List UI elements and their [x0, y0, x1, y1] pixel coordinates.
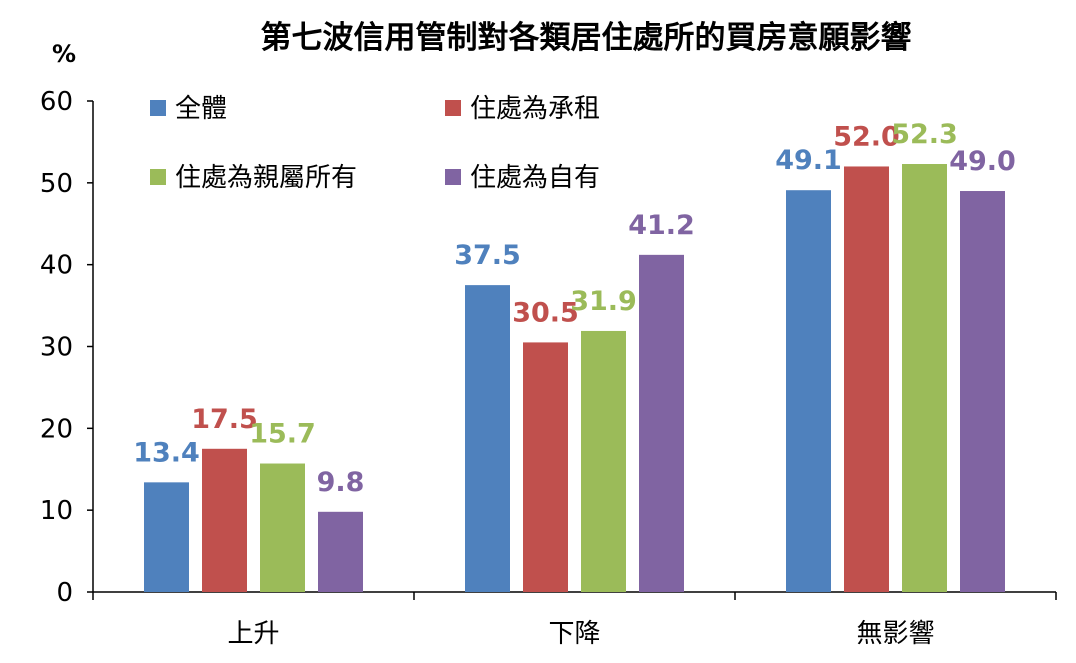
data-label: 52.3 [891, 119, 958, 150]
y-tick-label: 10 [40, 496, 73, 526]
data-label: 17.5 [191, 404, 258, 435]
x-tick-label: 上升 [227, 619, 279, 649]
bar [465, 285, 510, 592]
bar [581, 330, 626, 592]
y-tick-label: 30 [40, 333, 73, 363]
data-label: 37.5 [454, 240, 521, 271]
bar [202, 448, 247, 592]
bar [902, 164, 947, 593]
legend-swatch [150, 100, 166, 116]
y-tick-label: 20 [40, 414, 73, 444]
data-label: 15.7 [249, 419, 316, 450]
legend-label: 全體 [175, 94, 227, 124]
bar [639, 254, 684, 592]
bar [144, 482, 189, 592]
legend-label: 住處為親屬所有 [175, 163, 357, 193]
data-labels: 13.417.515.79.8 37.5 30.531.9 41.2 49.152.05… [133, 119, 1016, 498]
chart-title: 第七波信用管制對各類居住處所的買房意願影響 [261, 20, 912, 56]
data-label: 31.9 [570, 286, 637, 317]
y-tick-label: 40 [40, 251, 73, 281]
legend-label: 住處為承租 [470, 94, 600, 124]
bar [318, 511, 363, 592]
legend-swatch [150, 169, 166, 185]
y-tick-label: 50 [40, 169, 73, 199]
bar [786, 190, 831, 592]
bar [844, 166, 889, 592]
axes: 0 10 20 30 40 50 60 上升 下降 無影響 [40, 87, 1057, 649]
y-tick-label: 0 [56, 578, 73, 608]
y-axis-unit-label: % [52, 40, 76, 68]
x-tick-label: 無影響 [856, 619, 934, 649]
data-label: 49.1 [775, 145, 842, 176]
data-label: 9.8 [317, 467, 365, 498]
data-label: 52.0 [833, 121, 900, 152]
data-label: 41.2 [628, 210, 695, 241]
y-tick-label: 60 [40, 87, 73, 117]
data-label: 13.4 [133, 437, 200, 468]
bar [960, 191, 1005, 592]
bar [260, 463, 305, 592]
data-label: 30.5 [512, 297, 579, 328]
x-tick-label: 下降 [548, 619, 600, 649]
legend-label: 住處為自有 [470, 163, 600, 193]
bars [144, 164, 1005, 593]
legend-swatch [445, 100, 461, 116]
data-label: 49.0 [949, 146, 1016, 177]
legend-swatch [445, 169, 461, 185]
bar [523, 342, 568, 592]
